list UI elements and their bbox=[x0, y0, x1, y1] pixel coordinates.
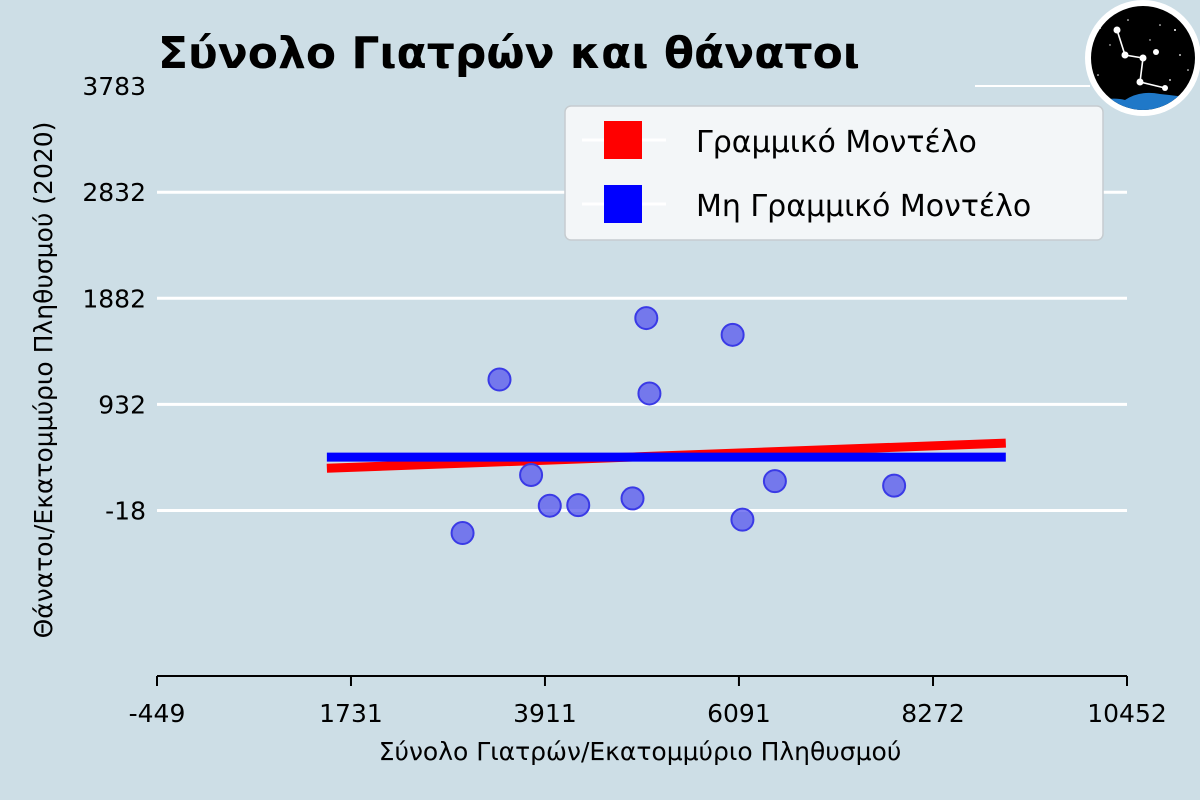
x-tick-label: 10452 bbox=[1087, 699, 1167, 728]
scatter-point bbox=[730, 507, 755, 532]
scatter-point bbox=[450, 521, 475, 546]
scatter-point bbox=[487, 367, 512, 392]
legend-label-nonlinear: Μη Γραμμικό Μοντέλο bbox=[696, 189, 1031, 224]
y-tick-label: 1882 bbox=[82, 284, 146, 313]
x-tick-label: -449 bbox=[129, 699, 186, 728]
y-tick-label: 2832 bbox=[82, 178, 146, 207]
scatter-point bbox=[634, 306, 659, 331]
legend-swatch-linear bbox=[604, 121, 642, 159]
logo-constellation-stars bbox=[1113, 26, 1168, 91]
scatter-point bbox=[519, 462, 544, 487]
legend-swatch-nonlinear bbox=[604, 185, 642, 223]
model-lines bbox=[326, 438, 1006, 473]
tick-labels: -18 932 1882 2832 3783 -449 1731 3911 6091 8272 10… bbox=[82, 72, 1166, 728]
scatter-point bbox=[720, 322, 745, 347]
y-axis-label: Θάνατοι/Εκατομμύριο Πληθυσμού (2020) bbox=[29, 122, 58, 639]
scatter-point bbox=[566, 493, 591, 518]
constellation-logo bbox=[975, 0, 1200, 116]
x-axis-label: Σύνολο Γιατρών/Εκατομμύριο Πληθυσμού bbox=[379, 737, 902, 766]
scatter-point bbox=[762, 469, 787, 494]
scatter-point bbox=[882, 473, 907, 498]
legend-label-linear: Γραμμικό Μοντέλο bbox=[696, 125, 977, 160]
scatter-point bbox=[637, 381, 662, 406]
y-tick-label: 932 bbox=[98, 390, 146, 419]
y-tick-label: 3783 bbox=[82, 72, 146, 101]
x-tick-label: 1731 bbox=[319, 699, 383, 728]
x-tick-label: 3911 bbox=[513, 699, 577, 728]
x-axis bbox=[156, 675, 1128, 686]
scatter-point bbox=[537, 493, 562, 518]
scatter-point bbox=[620, 486, 645, 511]
legend: Γραμμικό Μοντέλο Μη Γραμμικό Μοντέλο bbox=[564, 105, 1104, 241]
y-tick-label: -18 bbox=[105, 496, 146, 525]
chart-title: Σύνολο Γιατρών και θάνατοι bbox=[158, 28, 860, 79]
scatter-points bbox=[450, 306, 907, 546]
logo-stars bbox=[1097, 19, 1189, 81]
x-tick-label: 8272 bbox=[901, 699, 965, 728]
x-tick-label: 6091 bbox=[707, 699, 771, 728]
legend-box bbox=[564, 105, 1104, 241]
